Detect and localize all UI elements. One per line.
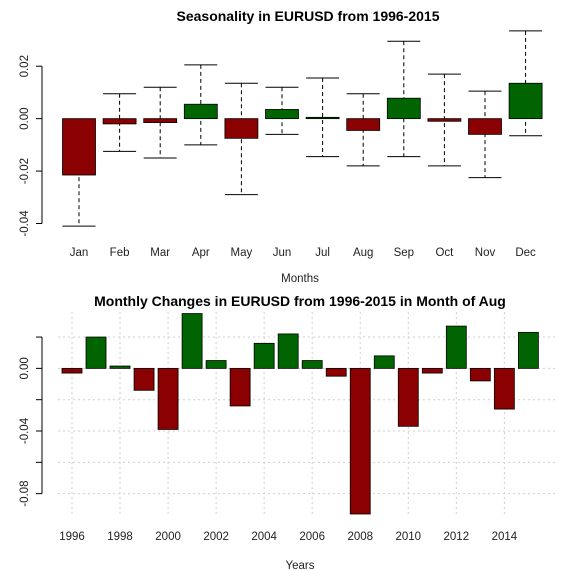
top-chart-bar bbox=[183, 103, 218, 120]
top-chart-x-tick-label: Sep bbox=[394, 247, 414, 259]
top-chart-x-tick-label: Feb bbox=[110, 247, 130, 259]
top-chart-x-tick-label: Jul bbox=[315, 247, 330, 259]
bottom-chart-bar bbox=[61, 367, 83, 374]
bottom-chart-bar bbox=[469, 367, 491, 382]
top-chart-y-tick-label: 0.00 bbox=[19, 107, 31, 129]
top-chart-bar bbox=[508, 82, 543, 120]
top-chart-bar bbox=[427, 118, 462, 122]
bottom-chart-plot: -0.08 -0.04 0.00 1996 1998 2000 2002 2004 2006 20… bbox=[19, 312, 556, 543]
bottom-chart-bar bbox=[157, 367, 179, 430]
top-chart-bar bbox=[224, 118, 259, 139]
top-chart-x-tick-label: Apr bbox=[192, 247, 210, 259]
top-chart-bar bbox=[305, 116, 340, 120]
bottom-chart-bar bbox=[277, 333, 299, 369]
bottom-chart-bar bbox=[397, 367, 419, 427]
bottom-chart-bar bbox=[421, 367, 443, 374]
bottom-chart-title: Monthly Changes in EURUSD from 1996-2015… bbox=[94, 293, 506, 309]
bottom-chart-y-tick-label: -0.08 bbox=[19, 481, 31, 507]
top-chart-bar bbox=[468, 118, 502, 135]
top-chart-x-tick-label: May bbox=[231, 247, 253, 259]
bottom-chart-bar bbox=[445, 325, 467, 369]
bottom-chart-x-tick-label: 1996 bbox=[59, 531, 85, 543]
bottom-chart-x-tick-label: 2002 bbox=[203, 531, 229, 543]
bottom-chart-x-tick-label: 2012 bbox=[444, 531, 470, 543]
top-chart-bar bbox=[62, 118, 96, 176]
bottom-chart-bar bbox=[349, 367, 371, 515]
top-chart-bar bbox=[143, 118, 178, 123]
top-chart-y-tick-label: 0.02 bbox=[19, 55, 31, 77]
bottom-chart-bar bbox=[229, 367, 251, 407]
top-chart-x-tick-label: Oct bbox=[435, 247, 454, 259]
top-chart-bar bbox=[346, 118, 381, 131]
bottom-chart-y-tick-label: -0.04 bbox=[19, 417, 31, 444]
bottom-chart-bar bbox=[517, 331, 539, 369]
top-chart-x-tick-label: Jun bbox=[273, 247, 292, 259]
top-chart-y-tick-label: -0.02 bbox=[19, 158, 31, 184]
bottom-chart-x-tick-label: 2010 bbox=[395, 531, 421, 543]
bottom-chart-x-tick-label: 2008 bbox=[347, 531, 373, 543]
bottom-chart-bar bbox=[85, 336, 107, 369]
top-chart-title: Seasonality in EURUSD from 1996-2015 bbox=[177, 8, 440, 24]
bottom-chart-bar bbox=[325, 367, 347, 377]
top-chart-x-tick-label: Aug bbox=[353, 247, 373, 259]
top-chart-x-tick-label: Jan bbox=[70, 247, 89, 259]
bottom-chart-bar bbox=[133, 367, 155, 391]
top-chart-x-tick-label: Dec bbox=[515, 247, 536, 259]
bottom-chart-x-tick-label: 2006 bbox=[299, 531, 325, 543]
top-chart-x-tick-label: Mar bbox=[150, 247, 170, 259]
top-chart-bar bbox=[102, 118, 137, 125]
bottom-chart-x-tick-label: 1998 bbox=[107, 531, 133, 543]
bottom-chart-bar bbox=[493, 367, 515, 410]
bottom-chart-bar bbox=[253, 342, 275, 369]
bottom-chart-x-axis-title: Years bbox=[286, 560, 315, 571]
bottom-chart-x-tick-label: 2000 bbox=[155, 531, 181, 543]
bottom-chart-bar bbox=[205, 360, 227, 369]
bottom-chart-bar bbox=[301, 360, 323, 369]
top-chart-x-axis-title: Months bbox=[281, 273, 319, 285]
bottom-chart-bar bbox=[373, 355, 395, 369]
top-chart-bar bbox=[265, 109, 299, 120]
bottom-chart-bar bbox=[181, 313, 203, 369]
bottom-chart-x-tick-label: 2014 bbox=[492, 531, 518, 543]
bottom-chart-x-tick-label: 2004 bbox=[251, 531, 277, 543]
top-chart-bar bbox=[386, 97, 421, 120]
bottom-chart-y-tick-label: 0.00 bbox=[19, 357, 31, 379]
top-chart-plot: -0.04 -0.02 0.00 0.02 Jan Feb Mar Apr May Jun Jul A… bbox=[19, 30, 543, 259]
bottom-chart-bar bbox=[109, 365, 131, 369]
top-chart-y-tick-label: -0.04 bbox=[19, 210, 31, 237]
top-chart-x-tick-label: Nov bbox=[475, 247, 496, 259]
